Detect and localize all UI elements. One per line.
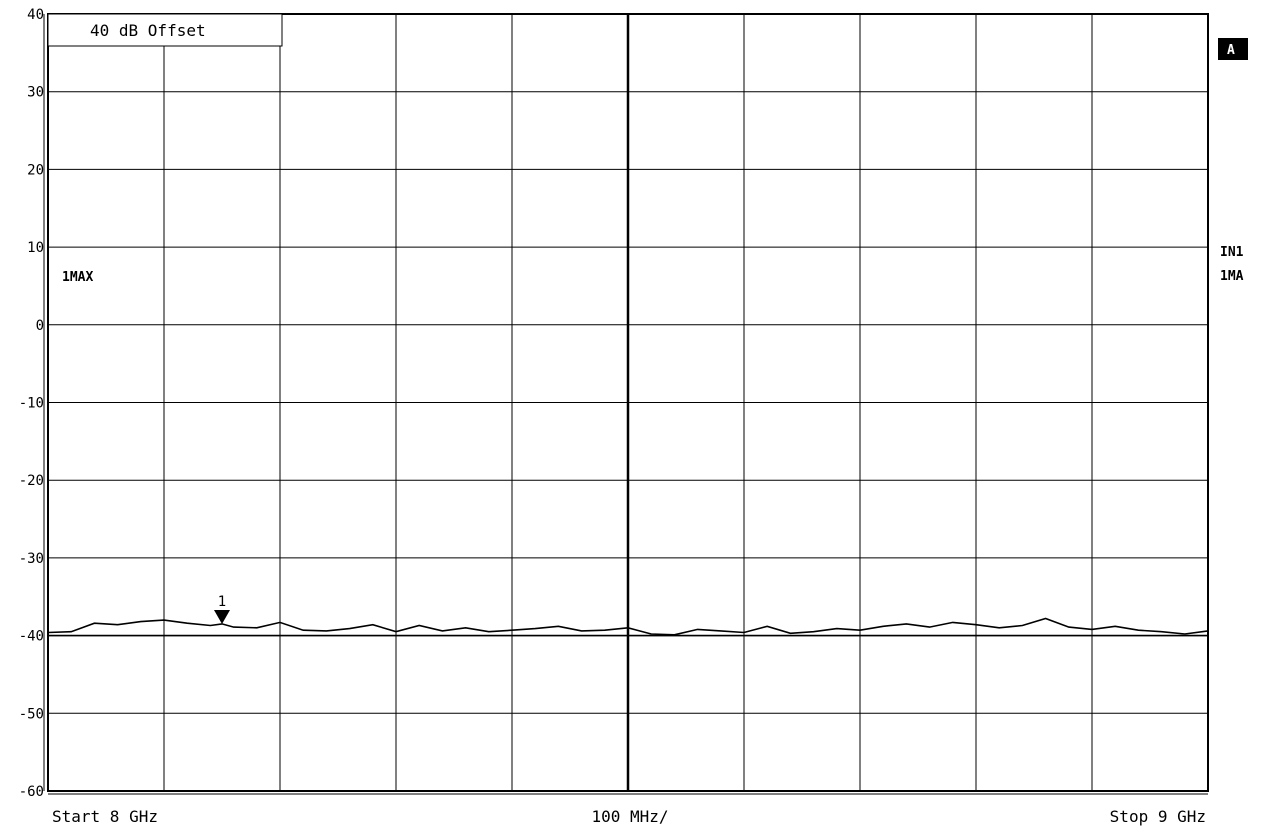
span-per-division-label: 100 MHz/ [591, 807, 668, 826]
y-tick-label: -30 [19, 551, 44, 567]
marker-1-label: 1 [218, 594, 226, 610]
y-tick-label: 0 [36, 318, 44, 334]
y-tick-label: -40 [19, 629, 44, 645]
trace-line [47, 617, 1209, 636]
y-tick-labels: 40 30 20 10 0 -10 -20 -30 -40 -50 -60 [19, 7, 44, 800]
y-tick-label: 20 [27, 162, 44, 178]
trace-label-left: 1MAX [62, 270, 93, 285]
y-tick-label: -50 [19, 706, 44, 722]
stop-frequency-label: Stop 9 GHz [1110, 807, 1206, 826]
y-tick-label: 40 [27, 7, 44, 23]
grid [48, 14, 1208, 791]
side-input-label: IN1 [1220, 245, 1244, 260]
start-frequency-label: Start 8 GHz [52, 807, 158, 826]
plot-border [47, 13, 1209, 792]
trace-group [47, 617, 1209, 636]
marker-group: 1 [214, 594, 230, 624]
plot-frame [43, 13, 1209, 795]
offset-label-box [47, 13, 283, 47]
y-tick-label: -60 [19, 784, 44, 800]
side-box-a [1218, 38, 1248, 60]
offset-label: 40 dB Offset [90, 21, 206, 40]
side-trace-label: 1MA [1220, 269, 1244, 284]
y-tick-label: -10 [19, 396, 44, 412]
side-box-a-label: A [1227, 43, 1235, 58]
marker-1-triangle [214, 609, 230, 624]
y-tick-label: -20 [19, 473, 44, 489]
y-tick-label: 30 [27, 85, 44, 101]
y-tick-label: 10 [27, 240, 44, 256]
